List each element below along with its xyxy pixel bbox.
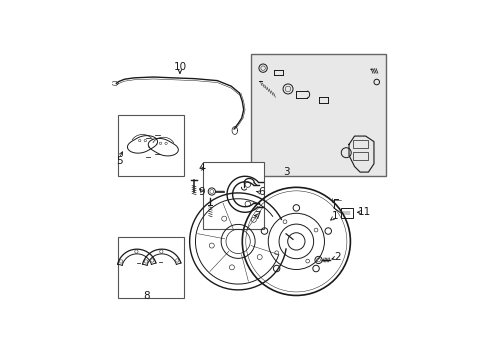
Text: 9: 9 [199, 187, 205, 197]
Text: 4: 4 [199, 163, 205, 174]
Text: 2: 2 [334, 252, 341, 262]
Text: 8: 8 [143, 291, 150, 301]
Bar [250, 54, 386, 176]
Bar [352, 140, 367, 148]
Text: 1: 1 [331, 211, 338, 221]
Bar [117, 237, 183, 298]
Text: 5: 5 [116, 156, 122, 166]
Bar [117, 115, 183, 176]
Text: 3: 3 [283, 167, 289, 176]
Bar [340, 208, 352, 218]
Text: 7: 7 [254, 211, 260, 221]
Text: 10: 10 [173, 62, 186, 72]
Bar [203, 162, 264, 229]
Text: 6: 6 [258, 187, 264, 197]
Text: 11: 11 [358, 207, 371, 217]
Bar [352, 152, 367, 159]
